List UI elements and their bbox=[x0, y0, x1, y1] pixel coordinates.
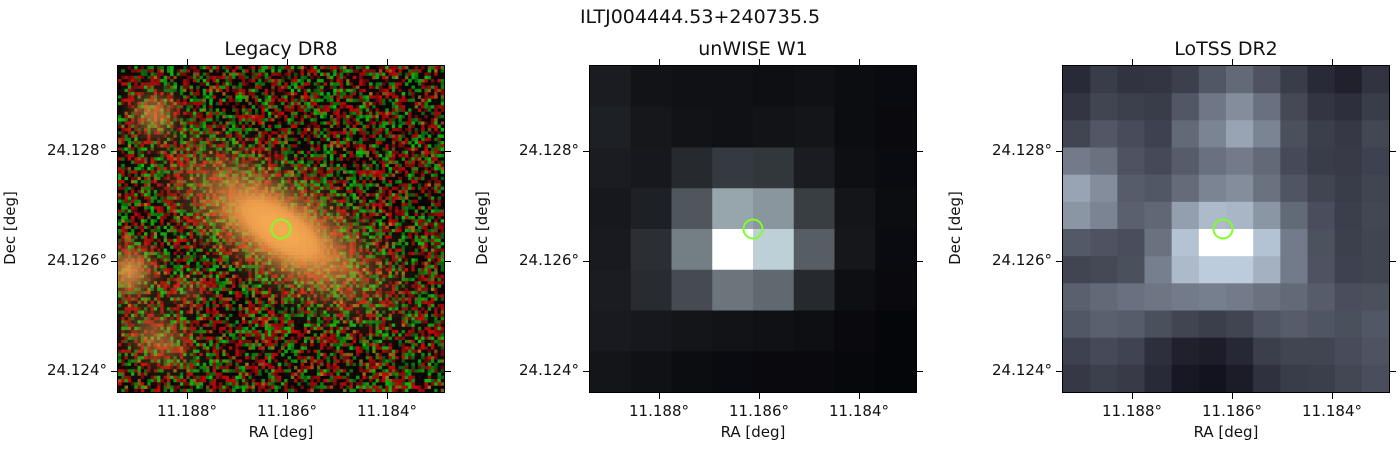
y-tick-label: 24.124° bbox=[47, 361, 107, 379]
y-tick-label: 24.128° bbox=[992, 141, 1052, 159]
x-tick-mark-top bbox=[859, 59, 860, 65]
y-tick-mark bbox=[1056, 261, 1062, 262]
unwise-image-canvas bbox=[590, 66, 916, 392]
y-tick-mark-right bbox=[1390, 261, 1396, 262]
y-tick-label: 24.124° bbox=[992, 361, 1052, 379]
y-tick-label: 24.128° bbox=[519, 141, 579, 159]
y-tick-mark bbox=[111, 371, 117, 372]
x-tick-mark bbox=[387, 393, 388, 399]
x-tick-mark bbox=[659, 393, 660, 399]
y-tick-mark bbox=[583, 151, 589, 152]
y-tick-mark bbox=[1056, 151, 1062, 152]
x-tick-mark-top bbox=[387, 59, 388, 65]
x-axis-label: RA [deg] bbox=[720, 423, 786, 441]
y-tick-mark bbox=[111, 261, 117, 262]
y-tick-mark-right bbox=[917, 151, 923, 152]
legacy-image-canvas bbox=[118, 66, 444, 392]
y-tick-mark bbox=[583, 371, 589, 372]
y-tick-mark-right bbox=[1390, 151, 1396, 152]
x-tick-mark bbox=[1332, 393, 1333, 399]
y-tick-mark-right bbox=[917, 371, 923, 372]
y-tick-mark bbox=[111, 151, 117, 152]
panel-lotss-title: LoTSS DR2 bbox=[1174, 38, 1278, 60]
y-tick-label: 24.126° bbox=[47, 251, 107, 269]
y-tick-label: 24.126° bbox=[992, 251, 1052, 269]
panel-lotss-image bbox=[1062, 65, 1390, 393]
y-tick-mark-right bbox=[917, 261, 923, 262]
x-tick-mark bbox=[759, 393, 760, 399]
lotss-image-canvas bbox=[1063, 66, 1389, 392]
x-tick-label: 11.188° bbox=[1102, 402, 1162, 420]
y-tick-label: 24.124° bbox=[519, 361, 579, 379]
panel-legacy-title: Legacy DR8 bbox=[224, 38, 338, 60]
y-tick-label: 24.126° bbox=[519, 251, 579, 269]
x-tick-label: 11.184° bbox=[1302, 402, 1362, 420]
figure-title: ILTJ004444.53+240735.5 bbox=[579, 6, 821, 28]
x-tick-label: 11.188° bbox=[629, 402, 689, 420]
y-axis-label: Dec [deg] bbox=[1, 191, 19, 265]
y-axis-label: Dec [deg] bbox=[473, 191, 491, 265]
panel-unwise-title: unWISE W1 bbox=[698, 38, 808, 60]
y-tick-mark-right bbox=[1390, 371, 1396, 372]
y-tick-mark-right bbox=[445, 371, 451, 372]
y-tick-mark-right bbox=[445, 151, 451, 152]
x-tick-label: 11.188° bbox=[157, 402, 217, 420]
panel-unwise-image bbox=[589, 65, 917, 393]
y-tick-label: 24.128° bbox=[47, 141, 107, 159]
x-tick-mark-top bbox=[1332, 59, 1333, 65]
source-position-circle bbox=[1212, 218, 1234, 240]
x-tick-label: 11.186° bbox=[257, 402, 317, 420]
x-tick-label: 11.184° bbox=[829, 402, 889, 420]
x-tick-mark bbox=[859, 393, 860, 399]
panel-legacy-image bbox=[117, 65, 445, 393]
x-tick-mark-top bbox=[187, 59, 188, 65]
y-tick-mark bbox=[583, 261, 589, 262]
y-tick-mark-right bbox=[445, 261, 451, 262]
x-tick-mark bbox=[1232, 393, 1233, 399]
x-tick-mark bbox=[287, 393, 288, 399]
x-tick-mark-top bbox=[759, 59, 760, 65]
x-tick-mark-top bbox=[287, 59, 288, 65]
source-position-circle bbox=[270, 218, 292, 240]
y-tick-mark bbox=[1056, 371, 1062, 372]
x-tick-label: 11.186° bbox=[729, 402, 789, 420]
x-axis-label: RA [deg] bbox=[1193, 423, 1259, 441]
y-axis-label: Dec [deg] bbox=[946, 191, 964, 265]
x-tick-mark-top bbox=[659, 59, 660, 65]
x-tick-mark bbox=[187, 393, 188, 399]
x-tick-mark bbox=[1132, 393, 1133, 399]
x-tick-mark-top bbox=[1232, 59, 1233, 65]
x-tick-label: 11.184° bbox=[357, 402, 417, 420]
x-axis-label: RA [deg] bbox=[248, 423, 314, 441]
x-tick-label: 11.186° bbox=[1202, 402, 1262, 420]
source-position-circle bbox=[742, 218, 764, 240]
x-tick-mark-top bbox=[1132, 59, 1133, 65]
